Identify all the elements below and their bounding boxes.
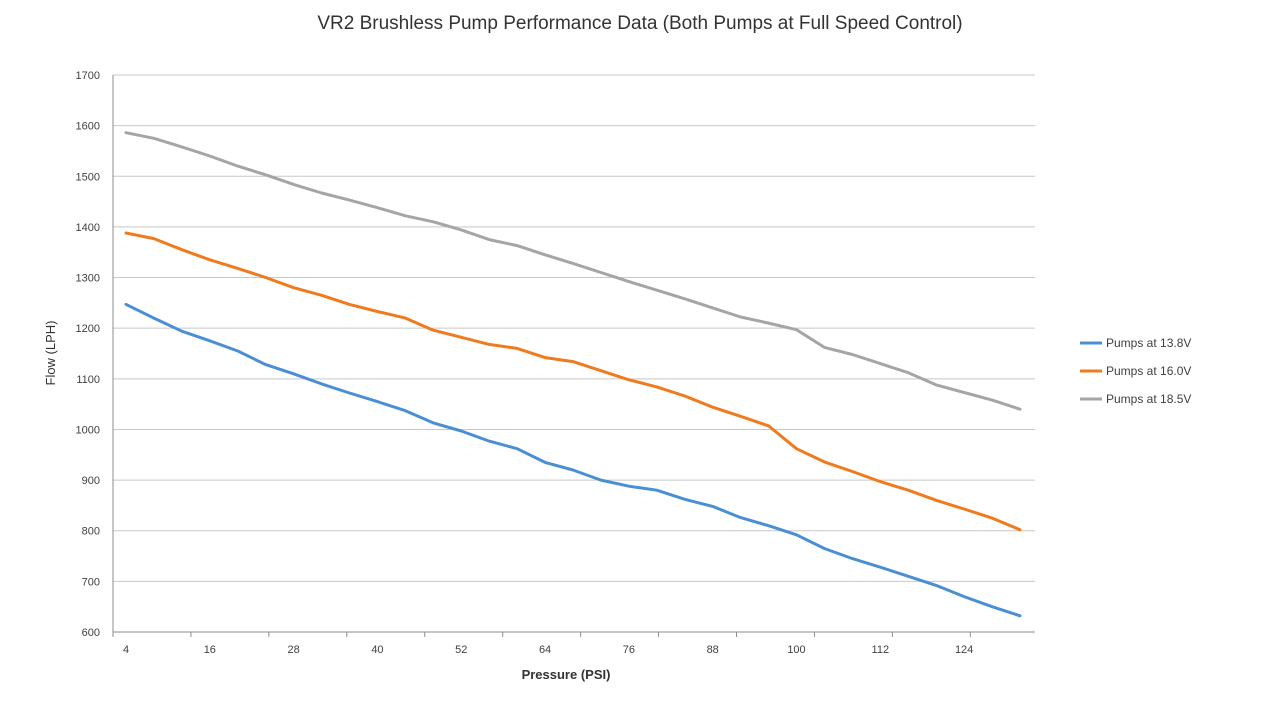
x-tick-label: 52 [455,644,467,656]
series-line [124,302,1022,618]
legend: Pumps at 13.8V Pumps at 16.0V Pumps at 18.… [1080,336,1191,406]
y-tick-label: 1400 [76,222,100,234]
y-tick-label: 1300 [76,273,100,285]
x-tick-label: 76 [623,644,635,656]
y-tick-label: 1100 [76,374,100,386]
x-tick-label: 40 [371,644,383,656]
gridlines [113,74,1035,582]
series-line [124,131,1022,411]
x-tick-label: 4 [123,644,129,656]
legend-label: Pumps at 16.0V [1106,364,1191,378]
x-tick-label: 28 [288,644,300,656]
y-tick-label: 800 [82,526,100,538]
x-axis-label: Pressure (PSI) [522,667,611,682]
y-axis-label: Flow (LPH) [43,320,58,385]
x-tick-label: 16 [204,644,216,656]
y-tick-label: 700 [82,576,100,588]
legend-label: Pumps at 18.5V [1106,392,1191,406]
y-tick-label: 1600 [76,121,100,133]
x-tick-label: 112 [872,644,890,656]
series-line [124,231,1022,532]
axes [112,75,1035,637]
y-tick-label: 1000 [76,424,100,436]
x-tick-label: 88 [707,644,719,656]
chart-title: VR2 Brushless Pump Performance Data (Bot… [317,13,962,34]
x-tick-label: 100 [787,644,805,656]
y-tick-label: 1200 [76,323,100,335]
y-tick-label: 1500 [76,171,100,183]
y-tick-label: 900 [82,475,100,487]
plot-area [124,131,1022,618]
x-tick-label: 124 [955,644,973,656]
x-tick-label: 64 [539,644,551,656]
y-tick-label: 600 [82,627,100,639]
y-tick-label: 1700 [76,70,100,82]
legend-label: Pumps at 13.8V [1106,336,1191,350]
tick-labels: 600 700 800 900 1000 1100 1200 1300 1400 1500 1600… [76,70,974,656]
